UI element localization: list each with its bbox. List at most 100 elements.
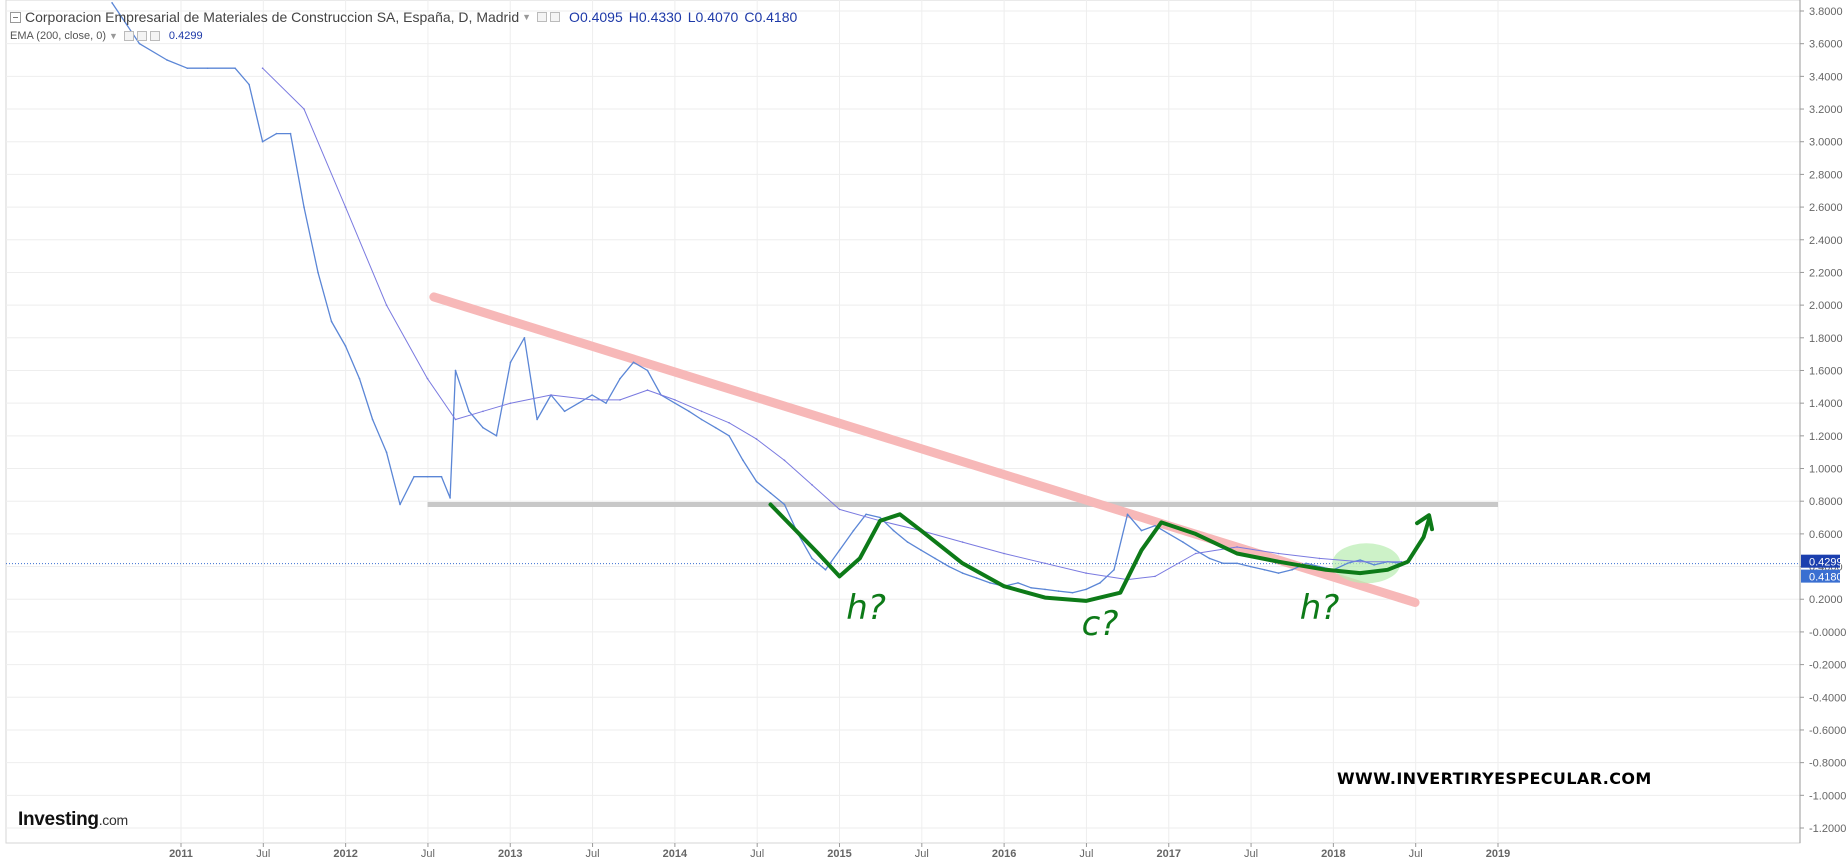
y-tick-label: 3.2000	[1809, 104, 1843, 116]
price-point	[1346, 562, 1349, 565]
x-tick-label: Jul	[421, 848, 435, 860]
breakout-arrowhead	[1415, 513, 1435, 532]
price-point	[591, 394, 593, 396]
price-point	[1126, 513, 1129, 516]
close-value: 0.4180	[754, 9, 798, 25]
price-point	[1044, 588, 1046, 591]
close-icon[interactable]	[550, 12, 561, 22]
x-tick-label: 2017	[1157, 848, 1181, 860]
price-point	[1154, 524, 1156, 527]
y-tick-label: -0.2000	[1809, 660, 1846, 672]
price-point	[1182, 541, 1184, 543]
y-tick-label: -0.4000	[1809, 692, 1846, 704]
x-tick-label: 2014	[663, 848, 688, 860]
price-point	[1236, 562, 1238, 565]
indicator-label[interactable]: EMA (200, close, 0)	[10, 30, 106, 42]
price-point	[1305, 562, 1307, 565]
y-tick-label: 3.0000	[1809, 137, 1843, 149]
y-tick-label: 0.2000	[1809, 594, 1843, 606]
price-point	[248, 83, 250, 86]
y-tick-label: 1.2000	[1809, 431, 1843, 443]
y-tick-label: 3.4000	[1809, 71, 1843, 83]
price-point	[111, 2, 113, 4]
price-point	[742, 459, 744, 462]
y-tick-label: 2.4000	[1809, 235, 1843, 247]
price-point	[700, 418, 703, 421]
price-point	[234, 67, 236, 69]
ema-point	[1359, 560, 1361, 563]
price-point	[920, 549, 922, 552]
x-tick-label: Jul	[256, 848, 270, 860]
ema-point	[591, 399, 593, 401]
price-point	[783, 503, 786, 506]
chevron-down-icon[interactable]: ▼	[522, 12, 532, 22]
open-key: O	[569, 9, 580, 25]
x-tick-label: Jul	[1409, 848, 1423, 860]
price-point	[989, 582, 991, 584]
ema-point	[1154, 575, 1156, 578]
ema-point	[1003, 552, 1005, 555]
x-tick-label: Jul	[750, 848, 764, 860]
ema-point	[482, 410, 484, 413]
last-price-badge	[1801, 569, 1840, 583]
ema-point	[1194, 552, 1197, 555]
symbol-title[interactable]: Corporacion Empresarial de Materiales de…	[25, 9, 520, 25]
ema-point	[811, 484, 813, 486]
y-tick-label: 3.8000	[1809, 6, 1843, 18]
price-point	[879, 516, 881, 519]
price-point	[536, 418, 538, 421]
price-point	[865, 513, 867, 516]
price-point	[275, 132, 278, 135]
ema-point	[646, 389, 649, 391]
price-point	[1099, 582, 1101, 584]
price-point	[206, 67, 209, 69]
pattern-annotation-label: c?	[1082, 604, 1119, 644]
price-point	[892, 529, 895, 532]
price-point	[632, 361, 635, 364]
high-key: H	[628, 9, 639, 25]
price-point	[449, 497, 451, 499]
price-point	[371, 418, 374, 421]
x-tick-label: 2013	[498, 848, 522, 860]
x-tick-label: Jul	[586, 848, 600, 860]
ema-point	[426, 377, 429, 380]
last-price-badge-label: 0.4180	[1809, 572, 1843, 584]
settings-icon[interactable]	[136, 31, 147, 41]
settings-icon[interactable]	[537, 12, 548, 22]
chevron-down-icon[interactable]: ▼	[109, 31, 118, 41]
collapse-icon[interactable]	[10, 11, 21, 23]
close-key: C	[744, 9, 755, 25]
y-tick-label: 2.2000	[1809, 267, 1843, 279]
price-point	[1017, 582, 1019, 584]
price-point	[1140, 529, 1143, 532]
price-point	[166, 59, 168, 61]
logo-text: Investing	[18, 809, 99, 830]
x-tick-label: Jul	[1079, 848, 1093, 860]
ema-point	[961, 541, 964, 543]
price-point	[1373, 564, 1375, 566]
y-tick-label: 1.4000	[1809, 398, 1843, 410]
price-point	[811, 557, 813, 560]
x-tick-label: Jul	[1244, 848, 1258, 860]
ema-point	[755, 438, 758, 440]
price-point	[261, 140, 264, 143]
price-point	[1085, 588, 1087, 591]
x-tick-label: Jul	[915, 848, 929, 860]
ema-point	[261, 67, 264, 69]
price-point	[426, 475, 429, 478]
y-tick-label: 2.0000	[1809, 300, 1843, 312]
y-tick-label: 3.6000	[1809, 39, 1843, 51]
chart-legend: Corporacion Empresarial de Materiales de…	[10, 8, 797, 43]
price-point	[482, 426, 484, 429]
price-point	[440, 475, 443, 478]
visibility-icon[interactable]	[123, 31, 134, 41]
price-point	[1194, 549, 1197, 552]
price-point	[619, 377, 621, 380]
ema-point	[303, 108, 305, 110]
close-icon[interactable]	[149, 31, 160, 41]
y-tick-label: 0.6000	[1809, 529, 1843, 541]
ema-value-badge	[1801, 554, 1840, 568]
price-point	[934, 557, 936, 560]
